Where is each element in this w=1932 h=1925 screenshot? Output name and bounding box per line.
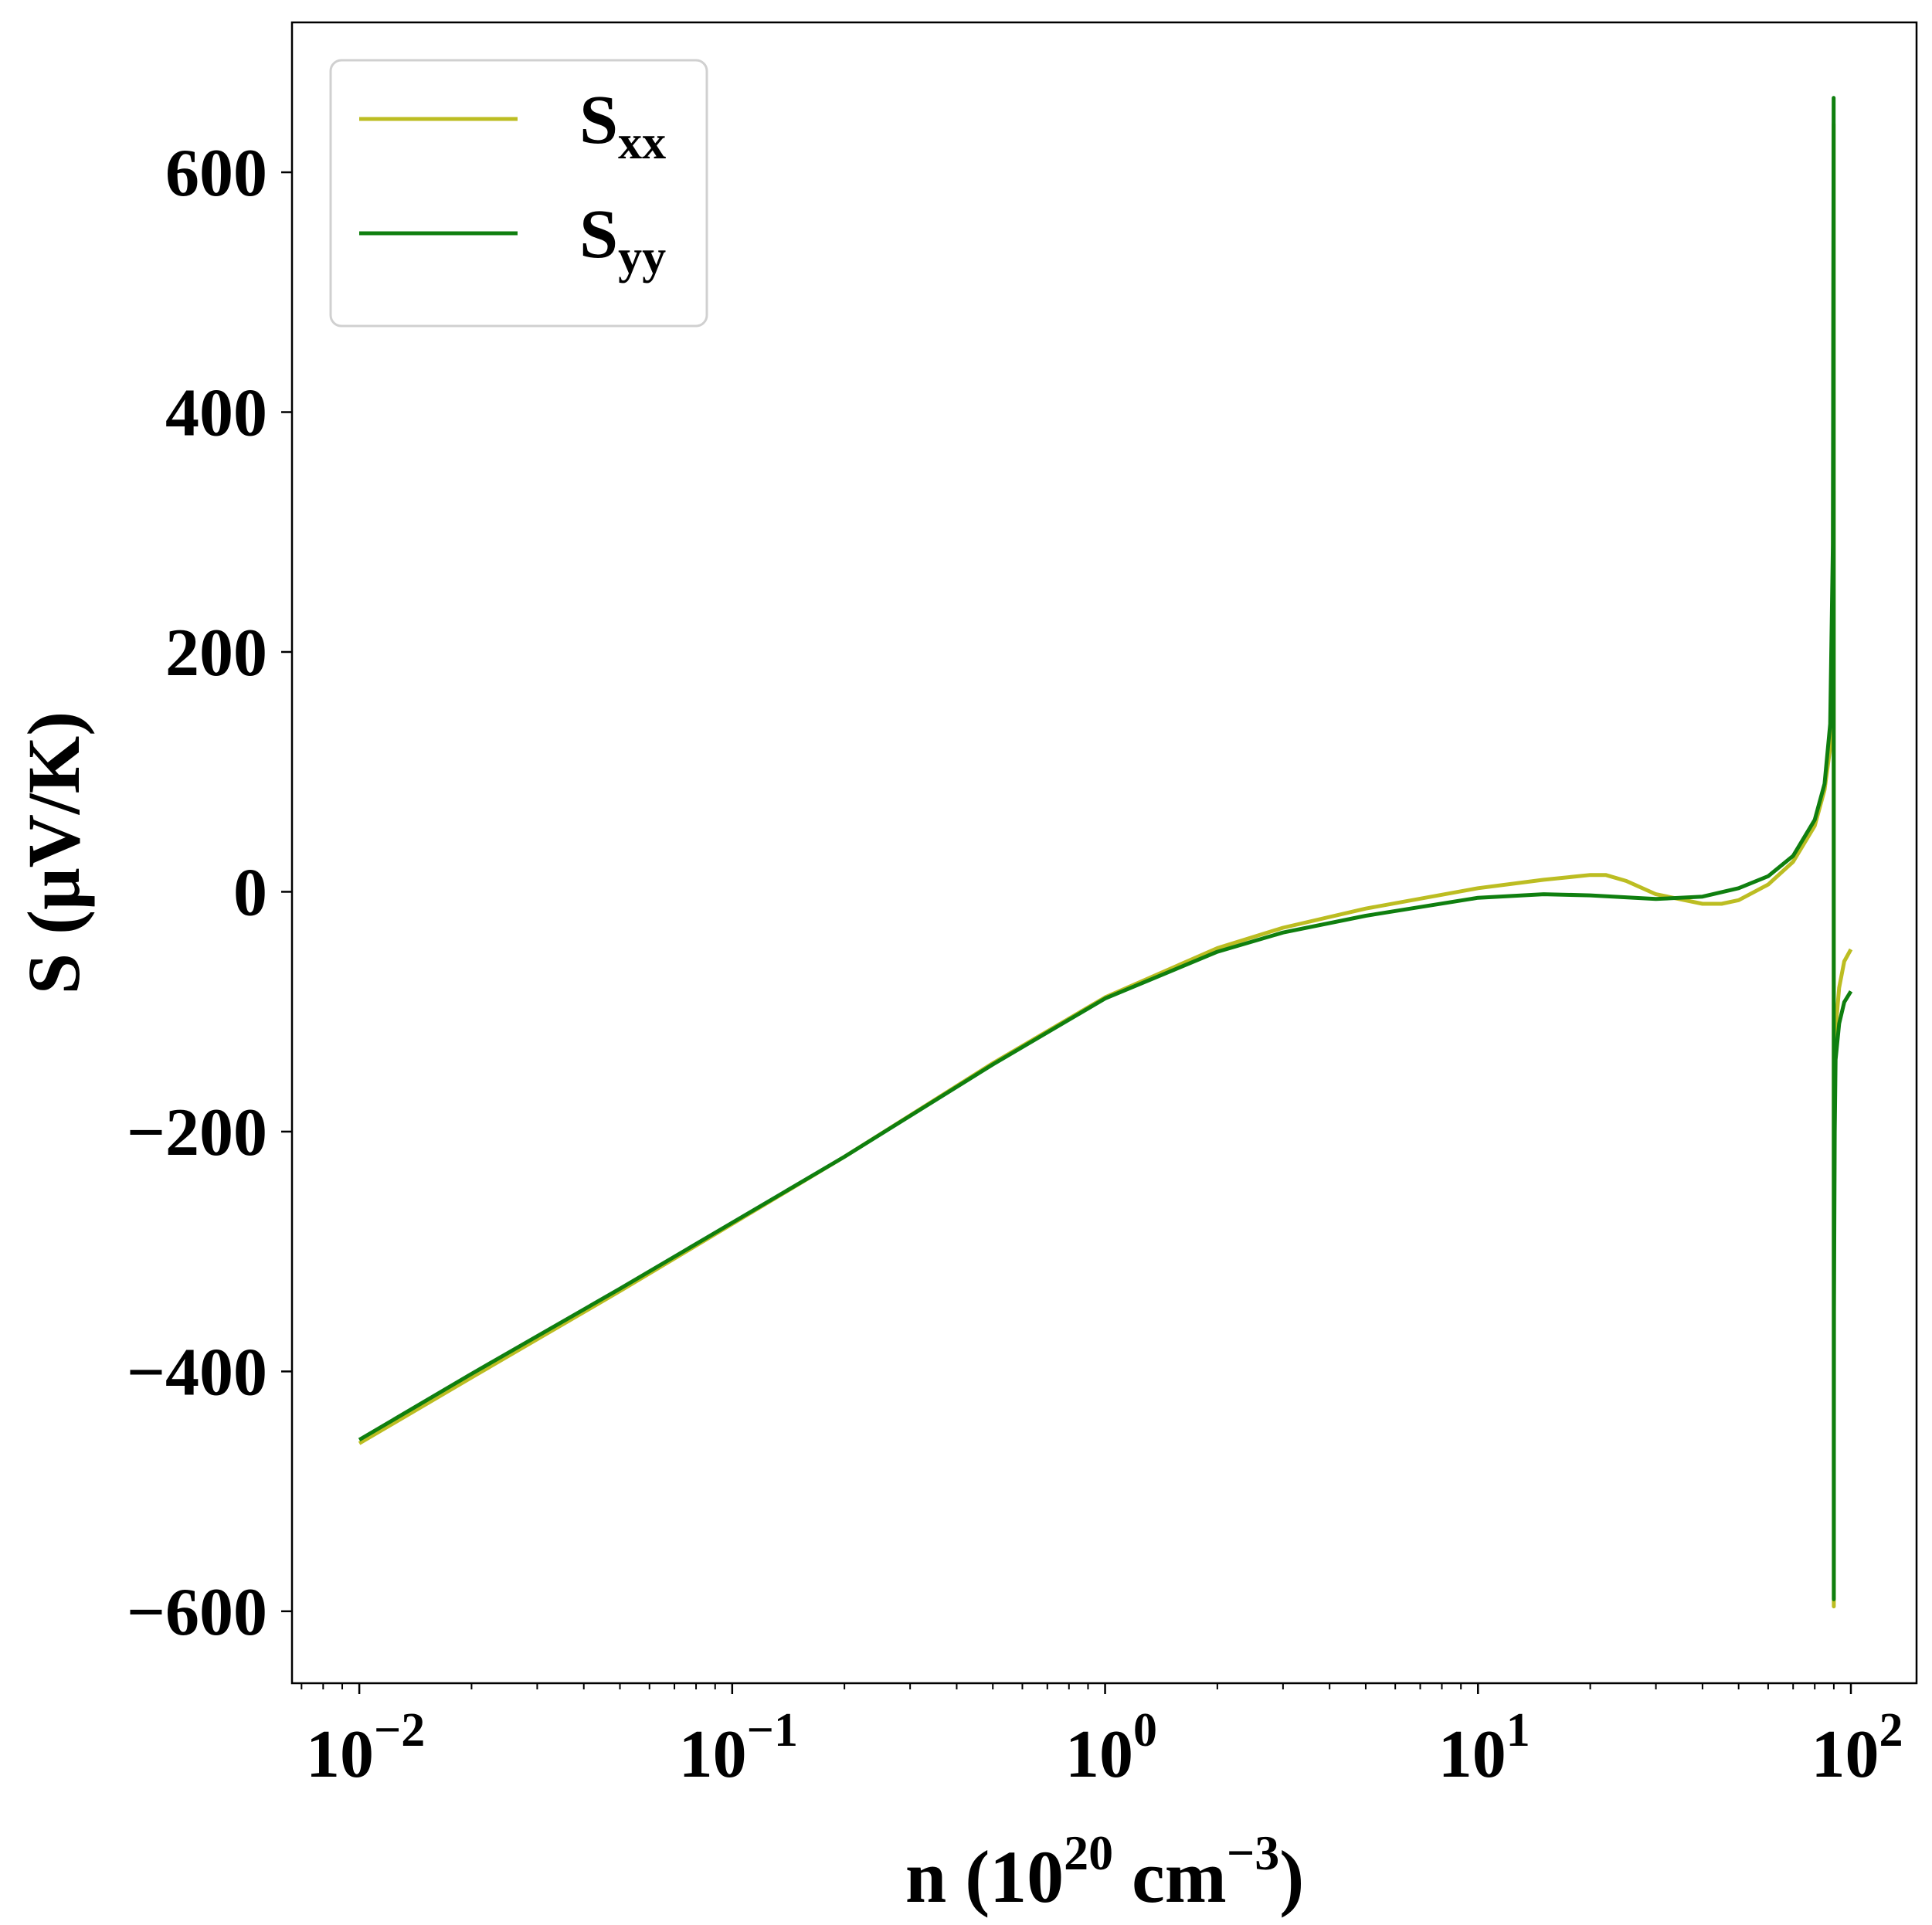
legend-label-syy: Syy	[579, 196, 666, 283]
x-tick-label: 102	[1811, 1704, 1903, 1792]
x-tick-label: 10−1	[679, 1704, 798, 1792]
y-tick-label: −200	[127, 1095, 267, 1170]
y-tick-label: 600	[165, 136, 267, 211]
y-tick-label: −600	[127, 1575, 267, 1650]
x-axis-label: n (1020 cm−3)	[905, 1825, 1304, 1918]
y-axis-ticks: 600 400 200 0 −200 −400 −600	[127, 136, 292, 1650]
y-tick-label: 200	[165, 616, 267, 691]
legend: Sxx Syy	[329, 59, 708, 328]
y-axis-label: S (μV/K)	[12, 711, 95, 994]
x-axis-ticks: 10−2 10−1 100 101 102	[300, 1683, 1903, 1792]
series-line-syy	[358, 96, 1853, 1601]
x-tick-label: 100	[1065, 1704, 1157, 1792]
y-tick-label: −400	[127, 1335, 267, 1410]
y-tick-label: 400	[165, 376, 267, 451]
legend-label-sxx: Sxx	[579, 82, 666, 169]
y-tick-label: 0	[233, 855, 267, 930]
series-layer	[358, 96, 1853, 1609]
x-tick-label: 101	[1438, 1704, 1530, 1792]
legend-box	[329, 59, 708, 328]
x-tick-label: 10−2	[306, 1704, 425, 1792]
